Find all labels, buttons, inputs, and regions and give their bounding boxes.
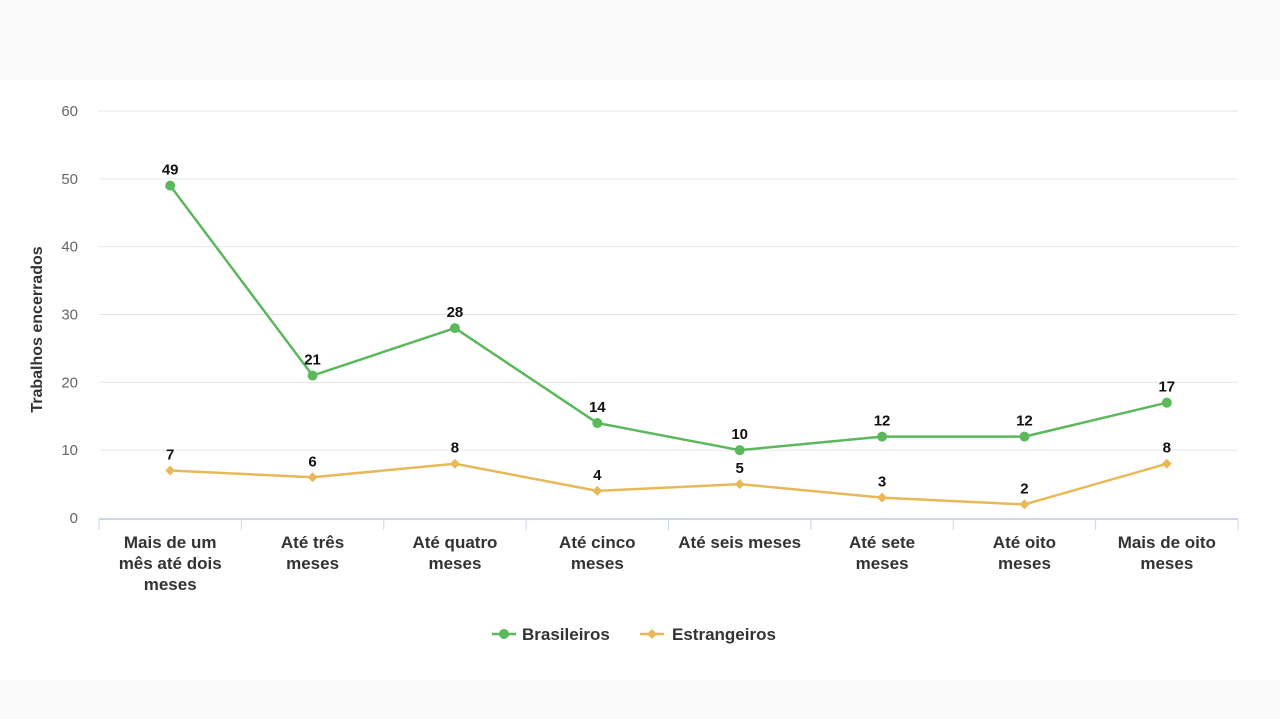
data-label: 4 bbox=[593, 467, 602, 484]
x-tick-label: Mais de oito meses bbox=[1118, 533, 1216, 573]
data-point bbox=[877, 492, 888, 503]
data-label: 6 bbox=[308, 453, 316, 470]
legend-marker bbox=[499, 629, 509, 639]
y-tick-label: 0 bbox=[70, 510, 78, 527]
y-tick-label: 10 bbox=[61, 442, 78, 459]
data-label: 5 bbox=[736, 460, 744, 477]
y-tick-label: 40 bbox=[61, 239, 78, 256]
data-label: 3 bbox=[878, 474, 886, 491]
data-label: 12 bbox=[1016, 413, 1033, 430]
line-chart: 0 10 20 30 40 50 60 Trabalhos encerrados Mais de… bbox=[29, 103, 1239, 644]
data-label: 21 bbox=[304, 352, 321, 369]
data-point bbox=[307, 370, 318, 381]
data-label: 28 bbox=[447, 304, 464, 321]
data-point bbox=[734, 479, 745, 490]
x-tick-label: Até três meses bbox=[281, 533, 344, 573]
y-tick-label: 50 bbox=[61, 171, 78, 188]
data-point bbox=[592, 418, 603, 429]
x-tick-label-line: meses bbox=[856, 554, 909, 573]
legend-label: Brasileiros bbox=[522, 625, 610, 644]
x-tick-label-line: meses bbox=[144, 575, 197, 594]
x-tick-label: Mais de um mês até dois meses bbox=[119, 533, 222, 594]
x-tick-label-line: meses bbox=[1140, 554, 1193, 573]
x-tick-label-line: Até quatro bbox=[412, 533, 497, 552]
legend-marker bbox=[647, 629, 657, 639]
data-point bbox=[734, 445, 745, 456]
data-label: 10 bbox=[731, 426, 748, 443]
data-label: 12 bbox=[874, 413, 891, 430]
y-tick-label: 30 bbox=[61, 307, 78, 324]
data-label: 49 bbox=[162, 162, 179, 179]
data-label: 8 bbox=[451, 440, 459, 457]
x-tick-label-line: meses bbox=[286, 554, 339, 573]
data-point bbox=[1019, 431, 1030, 442]
x-tick-label-line: mês até dois bbox=[119, 554, 222, 573]
data-label: 14 bbox=[589, 399, 606, 416]
data-point bbox=[1161, 397, 1172, 408]
data-point bbox=[877, 431, 888, 442]
y-tick-label: 60 bbox=[61, 103, 78, 120]
data-label: 17 bbox=[1158, 379, 1175, 396]
legend-label: Estrangeiros bbox=[672, 625, 776, 644]
x-tick-label-line: Mais de um bbox=[124, 533, 217, 552]
x-tick-label-line: Até oito bbox=[993, 533, 1056, 552]
x-tick-label-line: meses bbox=[571, 554, 624, 573]
chart-card: 0 10 20 30 40 50 60 Trabalhos encerrados Mais de… bbox=[0, 80, 1280, 680]
x-tick-label-line: Até cinco bbox=[559, 533, 636, 552]
data-point bbox=[449, 458, 460, 469]
x-tick-label-line: Mais de oito bbox=[1118, 533, 1216, 552]
data-point bbox=[449, 323, 460, 334]
data-label: 2 bbox=[1020, 480, 1028, 497]
data-point bbox=[592, 485, 603, 496]
x-tick-label: Até seis meses bbox=[678, 533, 801, 552]
series-line-estrangeiros bbox=[170, 462, 1168, 506]
x-tick-label: Até sete meses bbox=[849, 533, 915, 573]
y-tick-label: 20 bbox=[61, 374, 78, 391]
x-tick-label-line: Até seis meses bbox=[678, 533, 801, 552]
x-tick-label: Até oito meses bbox=[993, 533, 1056, 573]
x-tick-label: Até quatro meses bbox=[412, 533, 497, 573]
data-point bbox=[1161, 458, 1172, 469]
y-axis-title: Trabalhos encerrados bbox=[29, 246, 46, 412]
series-line-brasileiros bbox=[169, 184, 1168, 452]
x-tick-label-line: meses bbox=[998, 554, 1051, 573]
data-point bbox=[307, 472, 318, 483]
data-point bbox=[165, 180, 176, 191]
x-tick-label: Até cinco meses bbox=[559, 533, 636, 573]
data-label: 8 bbox=[1163, 440, 1171, 457]
data-point bbox=[165, 465, 176, 476]
data-label: 7 bbox=[166, 447, 174, 464]
data-point bbox=[1019, 499, 1030, 510]
x-tick-label-line: Até três bbox=[281, 533, 344, 552]
x-tick-label-line: Até sete bbox=[849, 533, 915, 552]
x-tick-label-line: meses bbox=[428, 554, 481, 573]
